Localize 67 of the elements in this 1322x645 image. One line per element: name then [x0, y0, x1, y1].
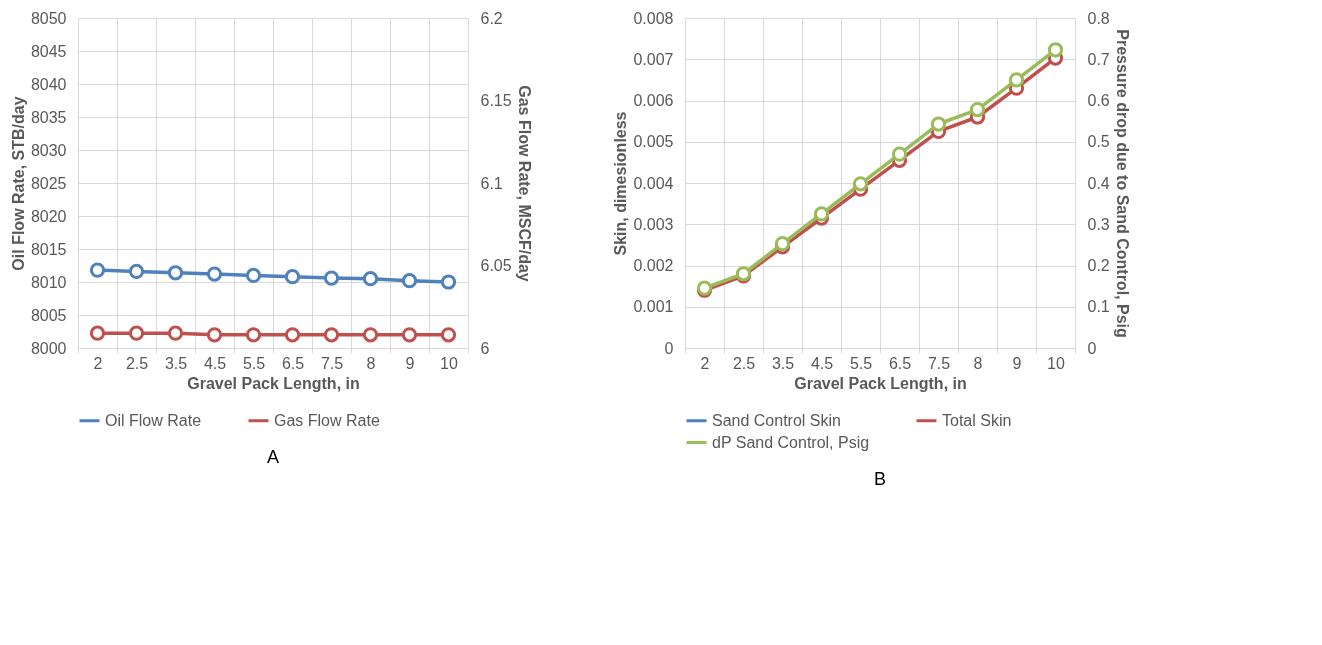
y-tick-label: 0.001 — [633, 298, 674, 316]
y-tick-label: 8040 — [30, 75, 67, 93]
y2-tick-label: 0.4 — [1087, 174, 1110, 192]
y2-tick-label: 6 — [480, 339, 490, 357]
y-tick-label: 0.006 — [633, 92, 674, 109]
y2-tick-label: 0.1 — [1087, 298, 1110, 316]
y-tick-label: 8025 — [30, 174, 67, 192]
x-tick-label: 4.5 — [810, 354, 834, 372]
x-tick-label: 7.5 — [320, 354, 344, 372]
y2-axis-title: Gas Flow Rate, MSCF/day — [515, 85, 533, 282]
y-tick-label: 0.004 — [633, 174, 674, 192]
legend-label: dP Sand Control, Psig — [712, 433, 870, 451]
y2-tick-label: 6.2 — [480, 9, 503, 27]
y2-tick-label: 0 — [1087, 339, 1097, 357]
x-tick-label: 5.5 — [849, 354, 873, 372]
x-tick-label: 2.5 — [732, 354, 756, 372]
y2-tick-label: 6.05 — [480, 257, 512, 274]
x-tick-label: 3.5 — [771, 354, 795, 372]
y-tick-label: 0.008 — [633, 9, 674, 27]
y-tick-label: 8015 — [30, 240, 67, 258]
legend-label: Total Skin — [942, 411, 1012, 429]
x-tick-label: 5.5 — [242, 354, 266, 372]
y-tick-label: 8020 — [30, 207, 67, 225]
x-tick-label: 2.5 — [125, 354, 149, 372]
x-tick-label: 8 — [973, 354, 983, 372]
y-tick-label: 8050 — [30, 9, 67, 27]
x-tick-label: 7.5 — [927, 354, 951, 372]
y2-tick-label: 0.3 — [1087, 215, 1110, 233]
x-tick-label: 9 — [405, 354, 415, 372]
y-tick-label: 8030 — [30, 141, 67, 159]
x-tick-label: 8 — [366, 354, 376, 372]
y-axis-title: Oil Flow Rate, STB/day — [9, 96, 27, 271]
y2-tick-label: 0.2 — [1087, 257, 1110, 274]
x-tick-label: 10 — [440, 354, 458, 372]
x-tick-label: 2 — [700, 354, 710, 372]
x-tick-label: 6.5 — [888, 354, 912, 372]
y-tick-label: 8045 — [30, 42, 67, 60]
y-tick-label: 0.002 — [633, 257, 674, 274]
x-tick-label: 4.5 — [203, 354, 227, 372]
y2-tick-label: 0.7 — [1087, 50, 1110, 68]
y-tick-label: 0.005 — [633, 133, 674, 151]
x-axis-title: Gravel Pack Length, in — [794, 374, 967, 392]
y-tick-label: 8005 — [30, 306, 67, 324]
y2-tick-label: 0.8 — [1087, 9, 1110, 27]
text: A — [266, 447, 280, 467]
y-axis-title: Skin, dimesionless — [612, 111, 630, 256]
y2-tick-label: 6.15 — [480, 92, 512, 109]
y-tick-label: 8035 — [30, 108, 67, 126]
y2-tick-label: 0.5 — [1087, 133, 1110, 151]
x-axis-title: Gravel Pack Length, in — [187, 374, 360, 392]
x-tick-label: 2 — [93, 354, 103, 372]
y2-tick-label: 6.1 — [480, 174, 503, 192]
x-tick-label: 3.5 — [164, 354, 188, 372]
legend-label: Sand Control Skin — [712, 411, 841, 429]
y2-tick-label: 0.6 — [1087, 92, 1110, 109]
y-tick-label: 0 — [664, 339, 674, 357]
y-tick-label: 0.007 — [633, 50, 674, 68]
x-tick-label: 10 — [1047, 354, 1065, 372]
y2-axis-title: Pressure drop due to Sand Control, Psig — [1113, 29, 1131, 338]
y-tick-label: 8000 — [30, 339, 67, 357]
x-tick-label: 6.5 — [281, 354, 305, 372]
legend-label: Gas Flow Rate — [274, 411, 380, 429]
legend-label: Oil Flow Rate — [105, 411, 202, 429]
y-tick-label: 0.003 — [633, 215, 674, 233]
x-tick-label: 9 — [1012, 354, 1022, 372]
text: B — [873, 469, 887, 489]
y-tick-label: 8010 — [30, 273, 67, 291]
